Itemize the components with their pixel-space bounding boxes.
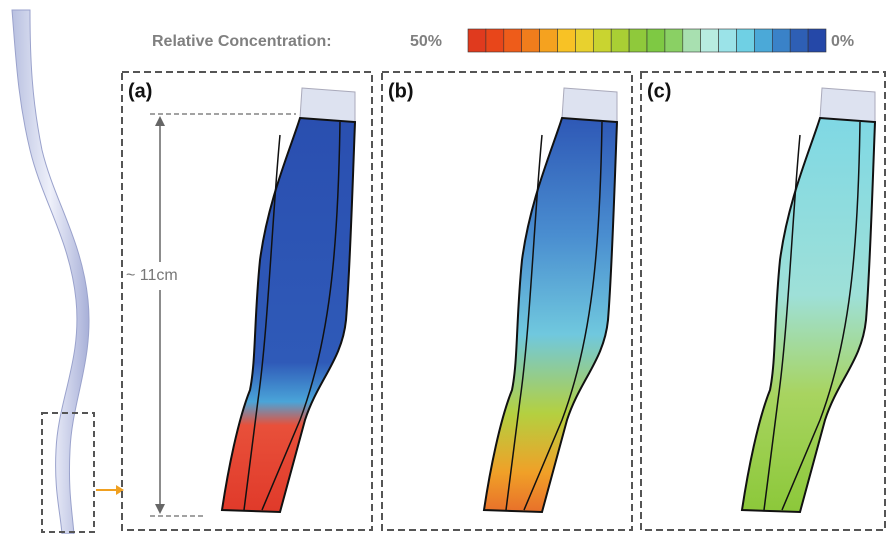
colorbar-swatch xyxy=(771,28,791,53)
dimension-label: ~ 11cm xyxy=(126,267,178,284)
panel-frame xyxy=(121,71,373,531)
colorbar-swatch xyxy=(485,28,505,53)
colorbar-swatch xyxy=(592,28,612,53)
panel-label: (c) xyxy=(647,80,671,102)
selection-box xyxy=(41,412,95,533)
colorbar-max: 50% xyxy=(410,33,442,50)
colorbar-swatch xyxy=(754,28,773,53)
colorbar-swatch xyxy=(628,28,648,53)
arrow-head xyxy=(116,485,124,495)
colorbar-swatch xyxy=(682,28,701,53)
panel-frame xyxy=(381,71,633,531)
colorbar-swatch xyxy=(807,28,827,53)
panel-frame xyxy=(640,71,886,531)
panel-label: (b) xyxy=(388,80,414,102)
colorbar-swatch xyxy=(575,28,594,53)
vessel-a xyxy=(221,87,356,513)
colorbar-swatch xyxy=(736,28,755,53)
colorbar-swatch xyxy=(467,28,487,53)
colorbar-swatch xyxy=(539,28,558,53)
artery xyxy=(11,9,90,534)
colorbar-swatch xyxy=(664,28,684,53)
colorbar-swatch xyxy=(700,28,719,53)
colorbar xyxy=(467,28,827,53)
vessel-c xyxy=(741,87,876,513)
colorbar-swatch xyxy=(521,28,540,53)
colorbar-swatch xyxy=(503,28,522,53)
colorbar-swatch xyxy=(789,28,809,53)
panel-label: (a) xyxy=(128,80,152,102)
colorbar-swatch xyxy=(610,28,630,53)
colorbar-min: 0% xyxy=(831,33,854,50)
colorbar-swatch xyxy=(557,28,576,53)
colorbar-swatch xyxy=(718,28,737,53)
colorbar-swatch xyxy=(646,28,666,53)
vessel-b xyxy=(483,87,618,513)
colorbar-label: Relative Concentration: xyxy=(152,33,332,50)
